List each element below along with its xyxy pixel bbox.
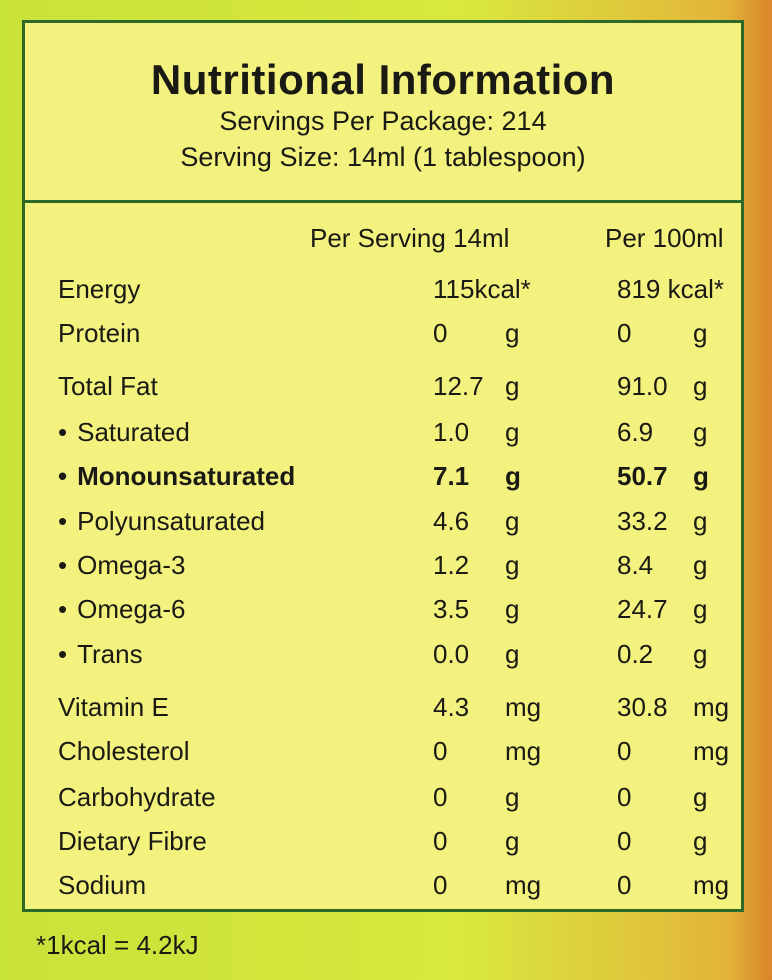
per-100ml-value: 0 [617,318,632,348]
row-label: Omega-6 [58,589,185,629]
per-100ml-value: 6.9 [617,417,654,447]
per-serving-unit: g [505,318,520,348]
table-row: Total Fat 12.7 g 91.0 g [25,366,741,406]
nutrition-panel: Nutritional Information Servings Per Pac… [22,20,744,912]
per-100ml-value: 0 [617,736,632,766]
per-100ml-value: 0 [617,826,632,856]
nutrition-header: Nutritional Information Servings Per Pac… [25,23,741,203]
serving-size: Serving Size: 14ml (1 tablespoon) [180,142,586,172]
per-100ml-unit: mg [693,692,730,722]
per-serving-value: 115kcal* [433,274,531,304]
per-100ml-unit: g [693,639,708,669]
per-serving-value: 4.3 [433,692,470,722]
per-100ml-unit: g [693,417,708,447]
table-row: Saturated 1.0 g 6.9 g [25,412,741,452]
per-100ml-unit: g [693,826,708,856]
row-label: Saturated [58,412,190,452]
per-serving-unit: g [505,826,520,856]
per-serving-unit: g [505,461,521,491]
per-serving-unit: g [505,782,520,812]
per-serving-value: 1.2 [433,550,470,580]
per-serving-unit: g [505,417,520,447]
per-serving-unit: g [505,506,520,536]
per-100ml-value: 33.2 [617,506,668,536]
table-row: Dietary Fibre 0 g 0 g [25,821,741,861]
table-row: Energy 115kcal* 819 kcal* [25,269,741,309]
table-row: Omega-3 1.2 g 8.4 g [25,545,741,585]
row-label: Polyunsaturated [58,501,265,541]
per-100ml-value: 8.4 [617,550,654,580]
table-row: Sodium 0 mg 0 mg [25,865,741,905]
row-label: Cholesterol [58,736,190,766]
table-row: Carbohydrate 0 g 0 g [25,777,741,817]
per-serving-unit: g [505,371,520,401]
row-label: Carbohydrate [58,782,216,812]
per-100ml-unit: g [693,371,708,401]
table-row: Polyunsaturated 4.6 g 33.2 g [25,501,741,541]
per-100ml-value: 819 kcal* [617,274,724,304]
per-100ml-unit: g [693,318,708,348]
per-serving-unit: mg [505,870,542,900]
per-100ml-value: 0 [617,782,632,812]
per-serving-value: 0 [433,318,448,348]
per-100ml-unit: g [693,461,709,491]
per-100ml-value: 30.8 [617,692,668,722]
per-serving-unit: g [505,639,520,669]
per-100ml-unit: mg [693,870,730,900]
per-100ml-value: 50.7 [617,461,668,491]
servings-per-package: Servings Per Package: 214 [219,106,547,136]
per-serving-value: 0 [433,870,448,900]
per-100ml-value: 0 [617,870,632,900]
per-serving-value: 1.0 [433,417,470,447]
per-100ml-unit: g [693,594,708,624]
table-row: Monounsaturated 7.1 g 50.7 g [25,456,741,496]
per-serving-value: 12.7 [433,371,484,401]
table-row: Omega-6 3.5 g 24.7 g [25,589,741,629]
per-100ml-unit: g [693,506,708,536]
row-label: Trans [58,634,143,674]
per-serving-value: 7.1 [433,461,470,491]
per-100ml-unit: g [693,550,708,580]
row-label: Monounsaturated [58,456,295,496]
column-header-per-100ml: Per 100ml [605,223,724,253]
per-serving-unit: g [505,594,520,624]
row-label: Total Fat [58,371,158,401]
page-title: Nutritional Information [150,56,616,103]
row-label: Vitamin E [58,692,169,722]
column-header-per-serving: Per Serving 14ml [310,223,510,253]
row-label: Energy [58,274,141,304]
per-serving-unit: mg [505,692,542,722]
per-serving-value: 0 [433,782,448,812]
per-100ml-value: 0.2 [617,639,654,669]
per-serving-value: 0 [433,736,448,766]
table-row: Protein 0 g 0 g [25,313,741,353]
table-row: Vitamin E 4.3 mg 30.8 mg [25,687,741,727]
table-row: Trans 0.0 g 0.2 g [25,634,741,674]
per-serving-unit: g [505,550,520,580]
row-label: Protein [58,318,141,348]
per-100ml-unit: mg [693,736,730,766]
per-serving-value: 0 [433,826,448,856]
per-serving-value: 0.0 [433,639,470,669]
row-label: Dietary Fibre [58,826,207,856]
per-serving-value: 4.6 [433,506,470,536]
energy-footnote: *1kcal = 4.2kJ [36,930,199,960]
row-label: Omega-3 [58,545,185,585]
per-100ml-value: 24.7 [617,594,668,624]
per-serving-unit: mg [505,736,542,766]
table-row: Cholesterol 0 mg 0 mg [25,731,741,771]
per-serving-value: 3.5 [433,594,470,624]
per-100ml-unit: g [693,782,708,812]
per-100ml-value: 91.0 [617,371,668,401]
row-label: Sodium [58,870,147,900]
